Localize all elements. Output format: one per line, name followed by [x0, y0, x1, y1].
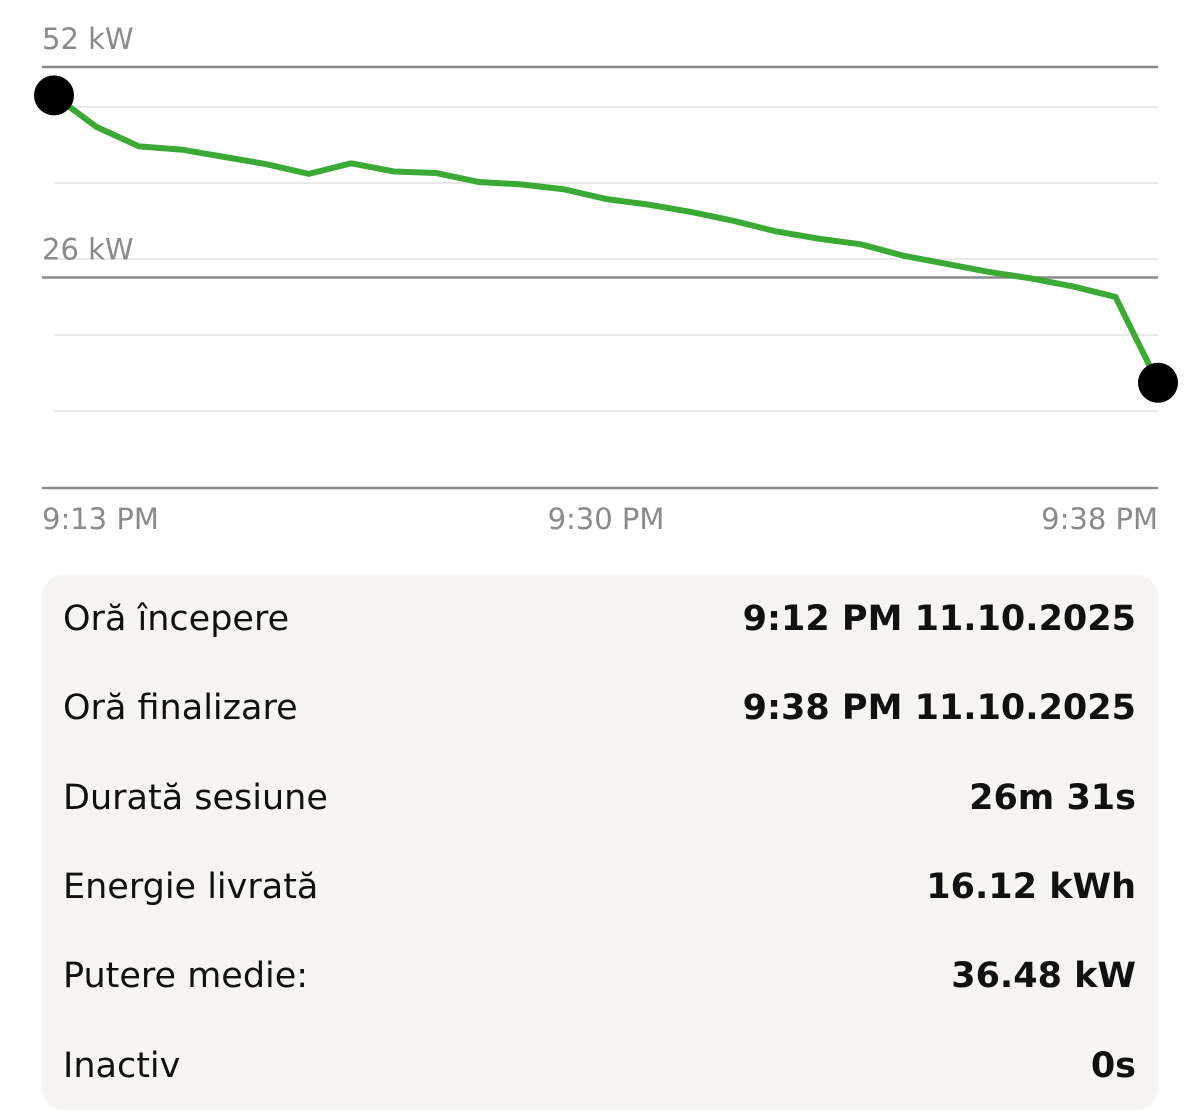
detail-value: 26m 31s — [969, 777, 1136, 818]
chart: 26 kW 52 kW 9:13 PM 9:30 PM 9:38 PM — [34, 22, 1178, 536]
detail-row: Oră finalizare 9:38 PM 11.10.2025 — [63, 678, 1136, 738]
endpoint-dot — [1138, 362, 1178, 403]
detail-row: Oră începere 9:12 PM 11.10.2025 — [63, 589, 1136, 649]
power-line — [52, 92, 1161, 385]
x-tick-label: 9:38 PM — [1041, 502, 1158, 536]
detail-value: 0s — [1090, 1045, 1136, 1086]
detail-value: 36.48 kW — [951, 956, 1136, 997]
detail-label: Oră începere — [63, 599, 290, 639]
detail-row: Energie livrată 16.12 kWh — [63, 857, 1136, 917]
y-tick-label: 26 kW — [42, 233, 134, 267]
minor-grid — [54, 106, 1158, 412]
detail-row: Putere medie: 36.48 kW — [63, 946, 1136, 1006]
detail-value: 9:38 PM 11.10.2025 — [742, 688, 1136, 729]
x-tick-label: 9:13 PM — [42, 502, 159, 536]
detail-label: Putere medie: — [63, 956, 309, 997]
detail-value: 9:12 PM 11.10.2025 — [742, 599, 1136, 639]
endpoint-dot — [34, 75, 74, 116]
detail-label: Inactiv — [63, 1045, 181, 1086]
y-tick-label: 52 kW — [42, 22, 134, 56]
detail-label: Durată sesiune — [63, 777, 328, 818]
detail-row: Inactiv 0s — [63, 1036, 1136, 1096]
detail-row: Durată sesiune 26m 31s — [63, 768, 1136, 828]
details-panel: Oră începere 9:12 PM 11.10.2025 Oră finali… — [42, 575, 1158, 1110]
detail-value: 16.12 kWh — [926, 866, 1136, 907]
x-tick-label: 9:30 PM — [548, 502, 665, 536]
detail-label: Oră finalizare — [63, 688, 298, 729]
detail-label: Energie livrată — [63, 866, 319, 907]
